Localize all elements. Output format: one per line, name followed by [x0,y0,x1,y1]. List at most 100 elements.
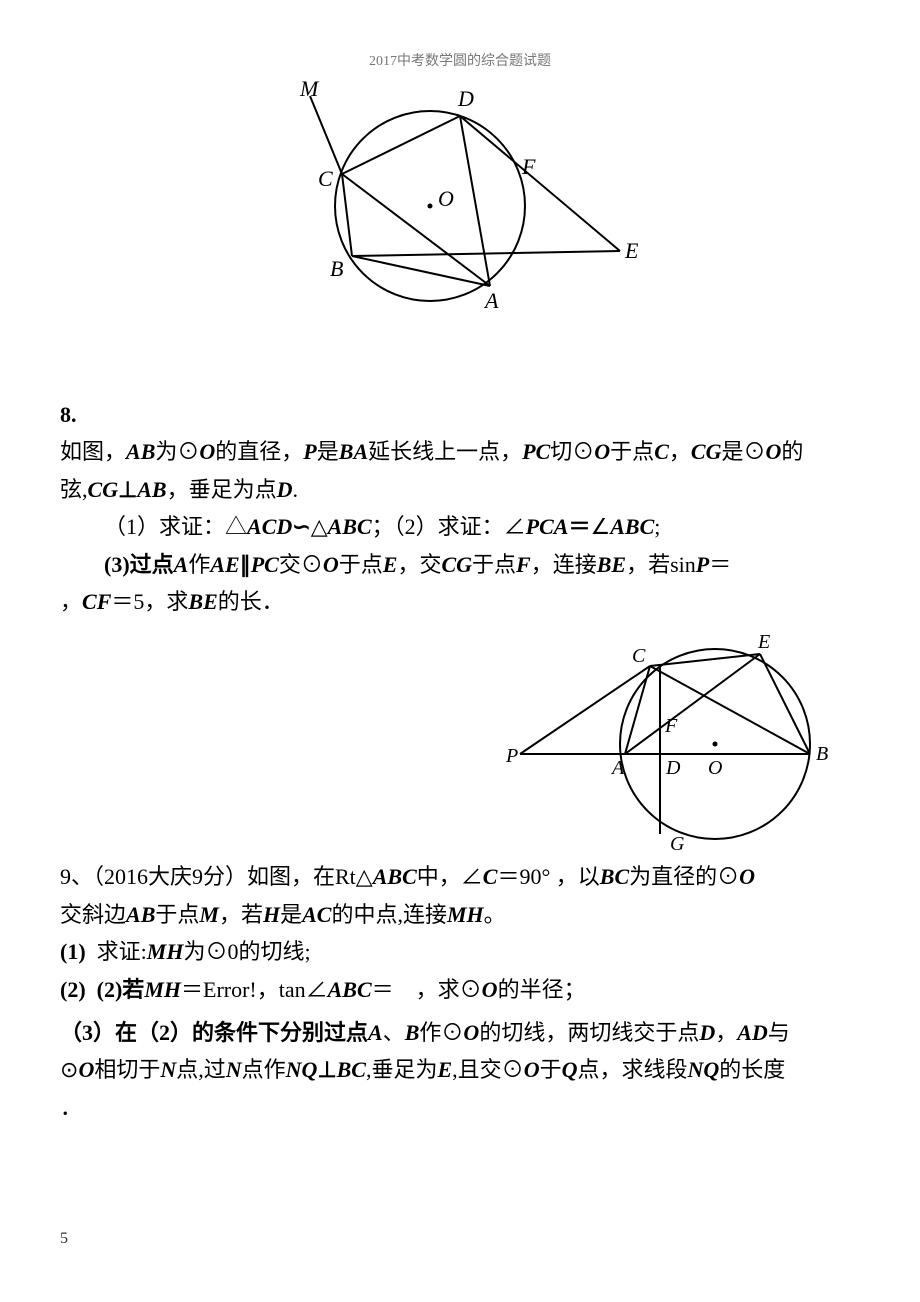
q9-AC: AC [302,902,331,927]
fig2-label-B: B [816,743,828,765]
q8-PC: PC [522,439,550,464]
q8-p3d: 于点 [339,552,383,577]
q9-NQ: NQ [286,1057,318,1082]
q9-BC2: BC [337,1057,366,1082]
q8-l2c: . [293,477,299,502]
q8-CG2: CG [88,477,119,502]
q9-p2c: ＝ ，求⊙ [372,977,482,1002]
q9-p3c: ． [60,1095,82,1120]
q9-p3bd: 点作 [242,1057,286,1082]
q8-ACD: ACD [247,514,292,539]
q8-l1i: 是⊙ [721,439,765,464]
page-header: 2017中考数学圆的综合题试题 [60,50,860,70]
q9-p2b: ＝Error!，tan∠ [181,977,328,1002]
fig2-label-E: E [757,631,770,653]
q8-p3h: ，若sin [626,552,696,577]
q9-A: A [368,1020,383,1045]
q8-PC2: PC [251,552,279,577]
q9-p3ba: ⊙ [60,1057,78,1082]
q8-l2b: ，垂足为点 [167,477,277,502]
q9-B: B [405,1020,420,1045]
q8-O3: O [765,439,781,464]
q8-l1j: 的 [781,439,803,464]
figure-1: M D C O F B A E [260,76,660,326]
q8-l1f: 切⊙ [550,439,594,464]
q9-l1d: 为直径的⊙ [629,864,739,889]
fig1-label-A: A [483,288,499,313]
q9-D: D [699,1020,715,1045]
fig2-label-C: C [632,645,646,667]
spacer-1 [60,326,860,396]
q8-l1g: 于点 [610,439,654,464]
q8-p3ba: ， [60,589,82,614]
q9-l2f: 。 [484,902,506,927]
q8-l1h: ， [669,439,691,464]
q9-p3b: 、 [383,1020,405,1045]
q9-l2d: 是 [280,902,302,927]
q8-p3f: 于点 [472,552,516,577]
q9-p3bc: 点,过 [176,1057,226,1082]
q9-p3d: 的切线，两切线交于点 [479,1020,699,1045]
q8-P2: P [696,552,709,577]
question-9: 9、（2016大庆9分）如图，在Rt△ABC中，∠C＝90° ，以BC为直径的⊙… [60,858,860,1126]
q8-l1a: 如图， [60,439,126,464]
q8-p1b: ；（2）求证：∠ [372,514,526,539]
q8-ABC2: ABC [610,514,654,539]
q8-O2: O [594,439,610,464]
q8-C: C [654,439,669,464]
q9-BC: BC [600,864,629,889]
q8-l1b: 为⊙ [155,439,199,464]
q9-p3a: （3）在（2）的条件下分别过点 [60,1020,368,1045]
q9-O4: O [78,1057,94,1082]
q8-BA: BA [339,439,368,464]
q8-p3c: 交⊙ [279,552,323,577]
q8-A: A [174,552,189,577]
q8-number: 8. [60,402,77,427]
q9-l1b: 中，∠ [417,864,483,889]
q9-O2: O [482,977,498,1002]
q9-l2a: 交斜边 [60,902,126,927]
q9-p3bi: 点，求线段 [577,1057,687,1082]
q8-p1c: ; [654,514,660,539]
q8-p1a: （1）求证：△ [104,514,247,539]
q8-eq: ＝ [568,514,590,539]
q8-p3i: ＝ [709,552,731,577]
q9-AD: AD [737,1020,768,1045]
fig1-label-B: B [330,256,343,281]
fig2-label-A: A [610,757,625,779]
fig1-label-F: F [521,154,536,179]
q8-l2a: 弦, [60,477,88,502]
q9-p3bb: 相切于 [94,1057,160,1082]
q8-l1d: 是 [317,439,339,464]
fig2-label-D: D [665,757,681,779]
q8-perp: ⊥ [118,477,137,502]
q9-MH2: MH [147,939,184,964]
q9-l2e: 的中点,连接 [331,902,447,927]
q9-p1n: (1) [60,939,86,964]
q9-ABC2: ABC [328,977,372,1002]
question-8: 8. 如图，AB为⊙O的直径，P是BA延长线上一点，PC切⊙O于点C，CG是⊙O… [60,396,860,620]
fig1-label-D: D [457,86,474,111]
q9-ABC: ABC [373,864,417,889]
q9-C: C [483,864,498,889]
q8-BE: BE [597,552,626,577]
q9-AB: AB [126,902,155,927]
q8-par: ∥ [240,552,251,577]
q9-MH: MH [447,902,484,927]
fig2-label-O: O [708,757,722,779]
q9-p1b: 为⊙0的切线; [183,939,310,964]
fig2-label-P: P [505,745,518,767]
q8-P: P [303,439,316,464]
fig1-label-O: O [438,186,454,211]
page-number: 5 [60,1230,68,1248]
q8-l1e: 延长线上一点， [368,439,522,464]
q9-p3bg: ,且交⊙ [452,1057,524,1082]
q9-p3bf: ,垂足为 [366,1057,438,1082]
q9-N: N [160,1057,176,1082]
q8-l1c: 的直径， [215,439,303,464]
fig1-label-M: M [299,76,320,101]
q8-E: E [383,552,398,577]
q9-p3bh: 于 [540,1057,562,1082]
q8-part1-2: （1）求证：△ACD∽△ABC；（2）求证：∠PCA＝∠ABC; [60,508,860,545]
q9-E: E [437,1057,452,1082]
